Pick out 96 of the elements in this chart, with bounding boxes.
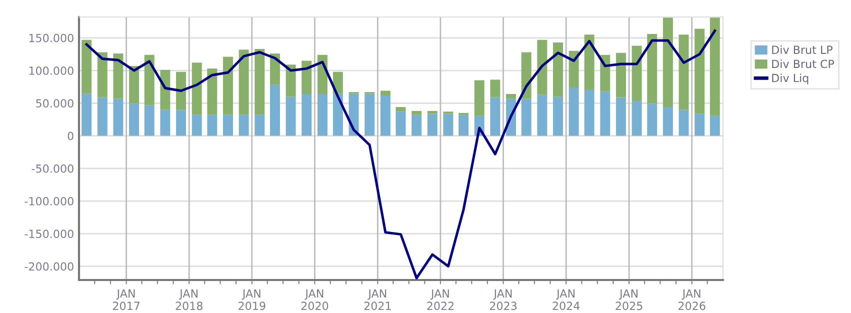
bar: [332, 72, 343, 94]
bar: [568, 50, 579, 88]
bar: [600, 91, 610, 136]
bar: [176, 72, 186, 110]
bar: [427, 110, 438, 114]
legend-label: Div Brut LP: [772, 45, 832, 54]
bar: [82, 93, 92, 136]
bar: [506, 94, 516, 99]
bar: [584, 34, 594, 90]
bar: [710, 18, 720, 116]
bar: [144, 105, 154, 136]
bar: [553, 96, 563, 136]
x-tick-label: JAN 2024: [552, 289, 580, 310]
bar: [616, 52, 626, 98]
bar: [678, 34, 689, 110]
bar: [380, 90, 390, 96]
bar: [616, 97, 626, 136]
bar: [238, 50, 249, 115]
bar: [192, 114, 202, 136]
bar: [270, 84, 280, 136]
x-tick-label: JAN 2017: [112, 289, 140, 310]
y-tick-label: -150.000: [24, 230, 74, 238]
x-tick-label: JAN 2021: [364, 289, 391, 310]
bar: [647, 34, 658, 104]
bar: [396, 112, 406, 136]
y-tick-label: -50.000: [32, 164, 74, 173]
bar: [97, 97, 108, 136]
x-tick-label: JAN 2022: [427, 289, 454, 310]
bar: [82, 40, 92, 94]
bar: [412, 110, 422, 115]
bar: [553, 42, 563, 97]
bar: [113, 98, 124, 136]
bar: [710, 116, 720, 136]
bar: [584, 89, 594, 136]
bar: [412, 114, 422, 136]
bar: [490, 80, 500, 98]
bar: [270, 54, 280, 85]
bar: [647, 104, 658, 136]
y-tick-label: 0: [68, 132, 74, 140]
bar: [160, 70, 170, 110]
bar: [97, 52, 108, 98]
bar: [474, 80, 484, 116]
bar: [254, 48, 265, 115]
bar: [694, 28, 705, 114]
bar: [332, 93, 343, 136]
bar: [144, 54, 154, 106]
bar: [537, 40, 548, 95]
bar: [302, 60, 312, 94]
bar: [207, 68, 218, 115]
bar: [521, 98, 532, 136]
bar: [380, 96, 390, 136]
bar: [443, 114, 454, 136]
line-series: [85, 29, 716, 280]
bar: [348, 93, 359, 136]
bar: [207, 114, 218, 136]
x-tick-label: JAN 2023: [490, 289, 517, 310]
y-tick-label: 50.000: [36, 99, 74, 108]
x-tick-label: JAN 2026: [678, 289, 706, 310]
x-tick-label: JAN 2018: [176, 289, 202, 310]
bar: [662, 107, 673, 136]
bar: [192, 62, 202, 115]
bar: [317, 94, 328, 136]
bar: [678, 110, 689, 136]
bar: [254, 114, 265, 136]
y-tick-label: 150.000: [29, 34, 74, 42]
bar: [568, 87, 579, 136]
bar: [113, 54, 124, 99]
bar: [238, 114, 249, 136]
bar: [223, 114, 233, 136]
x-tick-label: JAN 2019: [238, 289, 266, 310]
bar: [662, 18, 673, 108]
bar: [632, 100, 642, 136]
legend-label: Div Brut CP: [772, 59, 834, 68]
bar: [490, 97, 500, 136]
y-tick-label: -100.000: [24, 197, 74, 206]
bar: [302, 94, 312, 136]
bar: [458, 114, 469, 136]
bar: [600, 54, 610, 92]
bar: [176, 110, 186, 136]
bar: [694, 114, 705, 136]
y-tick-label: -200.000: [24, 262, 74, 271]
x-tick-label: JAN 2025: [616, 289, 642, 310]
bar: [160, 110, 170, 136]
bar: [223, 56, 233, 115]
bar: [129, 104, 140, 136]
bar: [396, 107, 406, 112]
bar: [286, 96, 296, 136]
bar: [129, 66, 140, 104]
bar: [364, 93, 375, 136]
y-tick-label: 100.000: [29, 66, 74, 75]
bar: [537, 94, 548, 136]
bar: [632, 46, 642, 101]
legend-label: Div Liq: [772, 74, 808, 84]
x-tick-label: JAN 2020: [301, 289, 328, 310]
bar: [427, 114, 438, 136]
bar: [286, 64, 296, 97]
